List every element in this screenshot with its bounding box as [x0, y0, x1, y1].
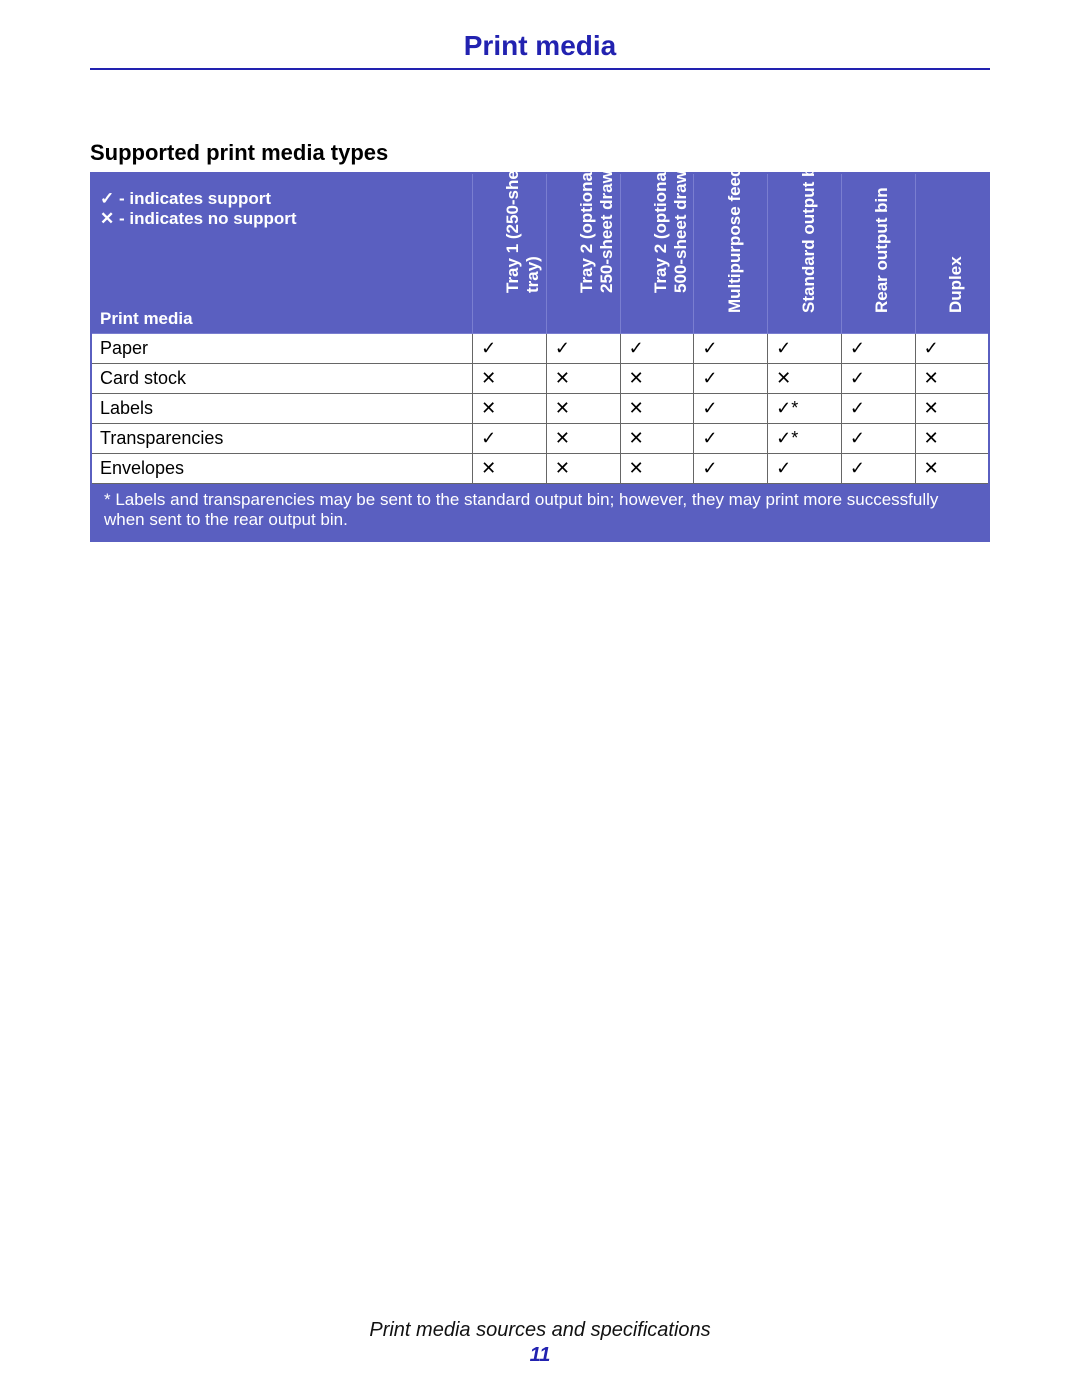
row-label: Envelopes: [91, 453, 473, 483]
row-label: Transparencies: [91, 423, 473, 453]
cell: ✓: [841, 453, 915, 483]
cell: ✓: [694, 363, 768, 393]
row-label: Paper: [91, 333, 473, 363]
cell: ✓: [694, 393, 768, 423]
cell: ✕: [546, 423, 620, 453]
cell: ✓: [768, 453, 842, 483]
cell: ✕: [473, 363, 547, 393]
table-row: Envelopes ✕ ✕ ✕ ✓ ✓ ✓ ✕: [91, 453, 989, 483]
cell: ✕: [473, 393, 547, 423]
col-header-rear-bin: Rear output bin: [841, 173, 915, 333]
cell: ✕: [915, 453, 989, 483]
cell: ✓: [841, 333, 915, 363]
cell: ✕: [915, 393, 989, 423]
col-header-tray1: Tray 1 (250-sheettray): [473, 173, 547, 333]
col-header-multipurpose: Multipurpose feeder: [694, 173, 768, 333]
page-header: Print media: [90, 30, 990, 62]
cell: ✓: [546, 333, 620, 363]
cell: ✓: [841, 423, 915, 453]
footer-caption: Print media sources and specifications: [0, 1319, 1080, 1342]
col-header-duplex: Duplex: [915, 173, 989, 333]
col-header-tray2-500: Tray 2 (optional500-sheet drawer): [620, 173, 694, 333]
cell: ✕: [768, 363, 842, 393]
page-title: Print media: [464, 30, 616, 61]
cell: ✕: [473, 453, 547, 483]
cell: ✓: [694, 423, 768, 453]
table-header-row: ✓ - indicates support ✕ - indicates no s…: [91, 173, 989, 333]
footer-page-number: 11: [0, 1344, 1080, 1367]
cell: ✓: [841, 363, 915, 393]
cell: ✕: [546, 453, 620, 483]
cell: ✕: [915, 423, 989, 453]
table-row: Card stock ✕ ✕ ✕ ✓ ✕ ✓ ✕: [91, 363, 989, 393]
cell: ✓*: [768, 423, 842, 453]
table-row: Labels ✕ ✕ ✕ ✓ ✓* ✓ ✕: [91, 393, 989, 423]
cell: ✕: [620, 393, 694, 423]
cell: ✓: [694, 453, 768, 483]
title-rule: [90, 68, 990, 70]
cell: ✓: [915, 333, 989, 363]
legend-support: ✓ - indicates support: [100, 189, 464, 209]
cell: ✕: [620, 453, 694, 483]
cell: ✓*: [768, 393, 842, 423]
row-heading-label: Print media: [100, 309, 464, 329]
media-types-table: ✓ - indicates support ✕ - indicates no s…: [90, 172, 990, 542]
col-header-tray2-250: Tray 2 (optional250-sheet drawer): [546, 173, 620, 333]
cell: ✓: [620, 333, 694, 363]
cell: ✕: [546, 393, 620, 423]
table-footnote: * Labels and transparencies may be sent …: [91, 483, 989, 541]
cell: ✓: [768, 333, 842, 363]
page: Print media Supported print media types …: [0, 0, 1080, 1397]
table-row: Paper ✓ ✓ ✓ ✓ ✓ ✓ ✓: [91, 333, 989, 363]
cell: ✕: [915, 363, 989, 393]
row-label: Card stock: [91, 363, 473, 393]
legend-no-support: ✕ - indicates no support: [100, 209, 464, 229]
table-footnote-row: * Labels and transparencies may be sent …: [91, 483, 989, 541]
legend-cell: ✓ - indicates support ✕ - indicates no s…: [91, 173, 473, 333]
cell: ✕: [546, 363, 620, 393]
cell: ✓: [473, 423, 547, 453]
col-header-standard-bin: Standard output bin: [768, 173, 842, 333]
cell: ✕: [620, 423, 694, 453]
table-row: Transparencies ✓ ✕ ✕ ✓ ✓* ✓ ✕: [91, 423, 989, 453]
row-label: Labels: [91, 393, 473, 423]
page-footer: Print media sources and specifications 1…: [0, 1319, 1080, 1367]
cell: ✓: [694, 333, 768, 363]
cell: ✓: [473, 333, 547, 363]
cell: ✓: [841, 393, 915, 423]
cell: ✕: [620, 363, 694, 393]
